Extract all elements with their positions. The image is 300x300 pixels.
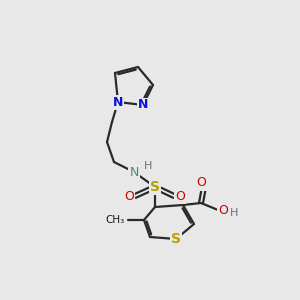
Text: N: N [113, 95, 123, 109]
Text: H: H [144, 161, 152, 171]
Text: O: O [218, 203, 228, 217]
Text: O: O [196, 176, 206, 190]
Text: S: S [171, 232, 181, 246]
Text: H: H [230, 208, 238, 218]
Text: O: O [175, 190, 185, 202]
Text: CH₃: CH₃ [106, 215, 125, 225]
Text: N: N [138, 98, 148, 112]
Text: S: S [150, 180, 160, 194]
Text: N: N [129, 166, 139, 178]
Text: O: O [124, 190, 134, 202]
